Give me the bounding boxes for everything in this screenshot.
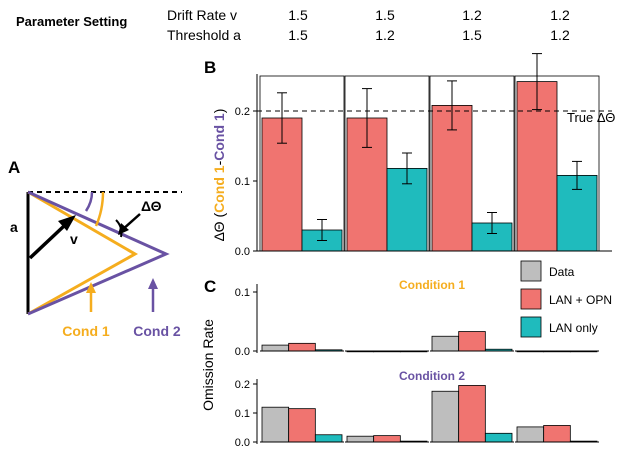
c2-bar-3-2 <box>458 385 486 443</box>
cond2-label: Cond 2 <box>133 323 181 339</box>
row-label-threshold: Threshold a <box>167 27 241 43</box>
drift-value-4: 1.2 <box>550 7 570 23</box>
legend-label-3: LAN only <box>549 321 598 335</box>
delta-theta-arrowhead <box>118 223 129 235</box>
panel-c: 0.0 0.1 Condition 1 0.0 0.1 0.2 Condition 2… <box>200 260 612 449</box>
panel-b-marks <box>257 53 612 252</box>
cond2-pointer-arrowhead <box>148 278 158 289</box>
angle-diagram: a v ΔΘ Cond 1 Cond 2 <box>10 190 182 339</box>
panel-c-ylabel: Omission Rate <box>200 319 216 411</box>
ylabel-b-suffix: ) <box>211 109 227 114</box>
c2-bar-3-3 <box>484 432 513 443</box>
panel-label-a: A <box>8 158 20 177</box>
c2-bar-1-3 <box>314 434 343 443</box>
panel-b-y-ticks: 0.0 0.1 0.2 <box>235 106 257 258</box>
c2-bar-2-2 <box>373 435 401 443</box>
cond1-angle-arc <box>94 191 105 227</box>
threshold-value-1: 1.5 <box>288 27 308 43</box>
panel-c1-y-ticks: 0.0 0.1 <box>235 287 257 358</box>
drift-value-3: 1.2 <box>462 7 482 23</box>
drift-arrowhead <box>58 215 76 231</box>
panel-b-ylabel: ΔΘ (Cond 1-Cond 1) <box>211 109 227 242</box>
condition1-title: Condition 1 <box>399 278 465 292</box>
diagram-label-a: a <box>10 219 18 235</box>
c1-bar-1-2 <box>288 342 316 352</box>
ylabel-b-prefix: ΔΘ ( <box>211 213 227 242</box>
c2-bar-2-1 <box>346 435 375 443</box>
row-label-drift: Drift Rate v <box>167 7 237 23</box>
b-ytick-label-1: 0.0 <box>235 246 250 258</box>
legend-swatch-2 <box>520 288 542 310</box>
panel-b: 0.00.10.2 True ΔΘ ΔΘ (Cond 1-Cond 1) <box>211 53 615 258</box>
legend-swatch-3 <box>520 316 542 338</box>
diagram-label-delta-theta: ΔΘ <box>141 198 162 214</box>
c2-ytick-label-2: 0.1 <box>235 408 250 420</box>
drift-value-1: 1.5 <box>288 7 308 23</box>
parameter-title: Parameter Setting <box>16 14 127 29</box>
c2-bar-4-1 <box>516 426 545 443</box>
c2-ytick-label-3: 0.2 <box>235 379 250 391</box>
cond1-pointer-arrowhead <box>86 282 96 293</box>
c2-bar-1-1 <box>261 406 290 443</box>
b-ytick-label-3: 0.2 <box>235 106 250 118</box>
threshold-value-4: 1.2 <box>550 27 570 43</box>
threshold-value-3: 1.5 <box>462 27 482 43</box>
cond2-angle-arc <box>84 191 94 212</box>
legend-label-1: Data <box>549 265 575 279</box>
panel-c2-y-ticks: 0.0 0.1 0.2 <box>235 379 257 449</box>
c1-ytick-label-2: 0.1 <box>235 287 250 299</box>
c1-bar-3-2 <box>458 331 486 352</box>
c1-ytick-label-1: 0.0 <box>235 346 250 358</box>
cond1-label: Cond 1 <box>62 323 110 339</box>
ylabel-b-cond-b: Cond 1 <box>211 113 227 161</box>
cond1-boundary <box>27 190 139 316</box>
c1-bar-3-1 <box>431 335 460 352</box>
legend-label-2: LAN + OPN <box>549 293 612 307</box>
c1-bar-1-1 <box>261 344 290 352</box>
c2-bar-1-2 <box>288 408 316 443</box>
b-ytick-label-2: 0.1 <box>235 176 250 188</box>
panel-label-b: B <box>204 58 216 77</box>
c2-bar-3-1 <box>431 390 460 443</box>
panel-c1-marks <box>260 331 599 353</box>
ylabel-b-cond-a: Cond 1 <box>211 165 227 213</box>
panel-c2-marks <box>260 385 599 443</box>
c2-bar-4-2 <box>543 425 571 443</box>
condition2-title: Condition 2 <box>399 369 465 383</box>
threshold-value-2: 1.2 <box>375 27 395 43</box>
diagram-label-v: v <box>70 231 78 247</box>
ylabel-b-dash: - <box>211 160 227 165</box>
drift-value-2: 1.5 <box>375 7 395 23</box>
drift-vector <box>28 224 66 260</box>
cond2-boundary <box>27 190 170 316</box>
parameter-table: Parameter Setting Drift Rate v Threshold… <box>16 7 570 43</box>
legend-swatch-1 <box>520 260 542 282</box>
c2-ytick-label-1: 0.0 <box>235 437 250 449</box>
legend: Data LAN + OPN LAN only <box>520 260 612 338</box>
panel-label-c: C <box>204 277 216 296</box>
true-theta-label: True ΔΘ <box>567 110 615 125</box>
